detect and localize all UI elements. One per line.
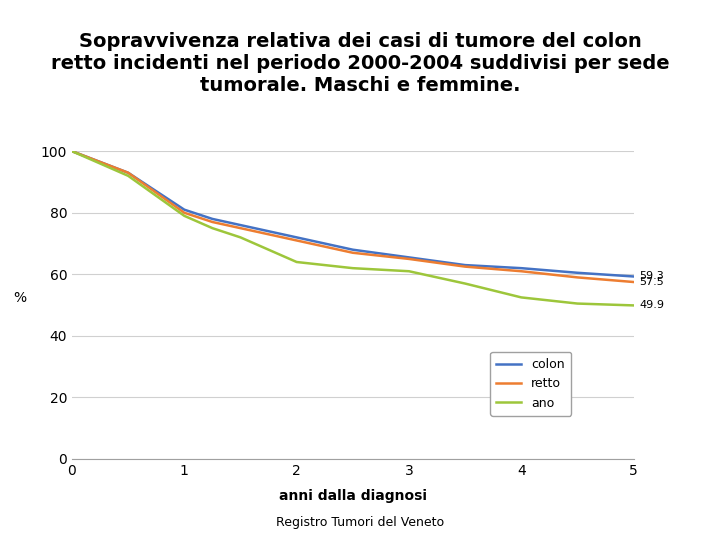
colon	[629, 273, 638, 280]
Text: 59.3: 59.3	[639, 272, 664, 281]
ano	[236, 234, 245, 241]
retto	[68, 148, 76, 154]
retto	[573, 274, 582, 281]
retto	[208, 219, 217, 225]
Text: Sopravvivenza relativa dei casi di tumore del colon
retto incidenti nel periodo : Sopravvivenza relativa dei casi di tumor…	[50, 32, 670, 96]
retto	[405, 255, 413, 262]
colon	[236, 222, 245, 228]
colon	[180, 206, 189, 213]
colon	[461, 262, 469, 268]
retto	[124, 170, 132, 176]
ano	[180, 213, 189, 219]
retto	[348, 249, 357, 256]
Text: Registro Tumori del Veneto: Registro Tumori del Veneto	[276, 516, 444, 529]
Line: ano: ano	[72, 151, 634, 306]
ano	[461, 280, 469, 287]
colon	[68, 148, 76, 154]
ano	[208, 225, 217, 231]
X-axis label: anni dalla diagnosi: anni dalla diagnosi	[279, 489, 427, 503]
Legend: colon, retto, ano: colon, retto, ano	[490, 352, 571, 416]
retto	[517, 268, 526, 274]
ano	[573, 300, 582, 307]
retto	[629, 279, 638, 285]
Y-axis label: %: %	[14, 291, 27, 305]
colon	[208, 215, 217, 222]
colon	[573, 269, 582, 276]
colon	[124, 170, 132, 176]
ano	[517, 294, 526, 301]
colon	[517, 265, 526, 272]
ano	[292, 259, 301, 265]
retto	[180, 210, 189, 216]
colon	[348, 246, 357, 253]
Text: 49.9: 49.9	[639, 300, 665, 310]
Line: retto: retto	[72, 151, 634, 282]
ano	[124, 173, 132, 179]
retto	[461, 264, 469, 270]
retto	[236, 225, 245, 231]
ano	[629, 302, 638, 309]
Text: 57.5: 57.5	[639, 277, 664, 287]
ano	[405, 268, 413, 274]
Line: colon: colon	[72, 151, 634, 276]
retto	[292, 237, 301, 244]
colon	[292, 234, 301, 241]
ano	[348, 265, 357, 272]
ano	[68, 148, 76, 154]
colon	[405, 254, 413, 261]
